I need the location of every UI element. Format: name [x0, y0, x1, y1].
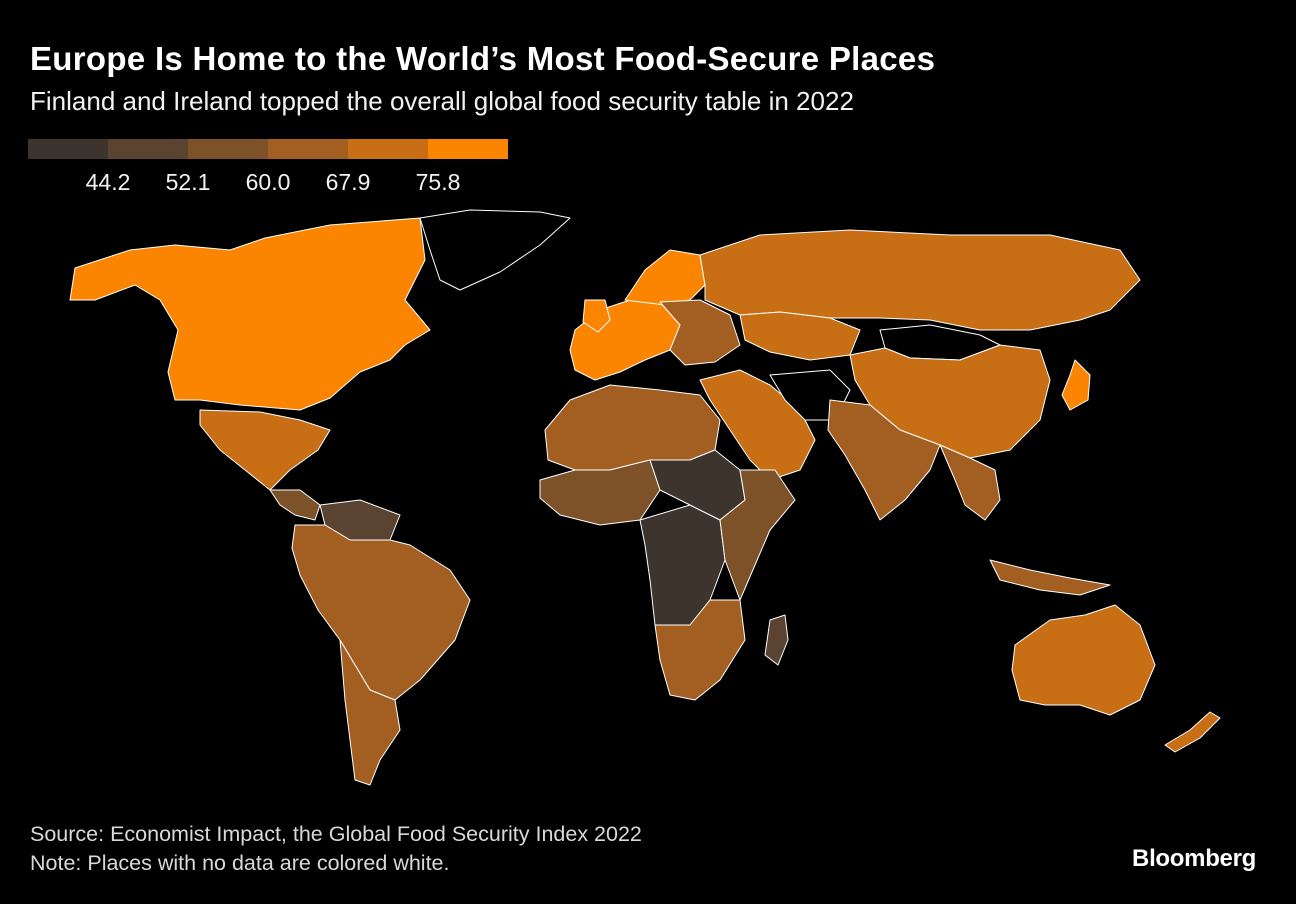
region-west-africa	[539, 459, 661, 526]
legend-color-bar	[28, 139, 508, 159]
legend-tick-3: 60.0	[245, 169, 291, 195]
region-central-america	[269, 489, 321, 521]
region-greenland	[419, 209, 571, 291]
region-new-zealand	[1164, 711, 1221, 753]
region-middle-east	[699, 369, 816, 481]
legend-swatch-3	[188, 139, 268, 159]
legend-tick-1: 44.2	[85, 169, 131, 195]
color-legend: 44.2 52.1 60.0 67.9 75.8	[28, 139, 508, 195]
region-mexico	[199, 409, 331, 491]
region-indonesia	[989, 559, 1111, 596]
legend-swatch-2	[108, 139, 188, 159]
bloomberg-logo: Bloomberg	[1132, 845, 1256, 872]
source-note: Source: Economist Impact, the Global Foo…	[30, 822, 642, 846]
region-south-asia	[827, 399, 941, 521]
legend-swatch-5	[348, 139, 428, 159]
region-south-america-south	[339, 639, 401, 786]
legend-swatch-1	[28, 139, 108, 159]
legend-tick-labels: 44.2 52.1 60.0 67.9 75.8	[28, 159, 508, 195]
legend-tick-5: 75.8	[415, 169, 461, 195]
region-madagascar	[764, 614, 789, 666]
region-southeast-asia	[939, 444, 1001, 521]
region-japan	[1061, 359, 1091, 411]
region-kazakhstan	[739, 311, 861, 361]
legend-tick-4: 67.9	[325, 169, 371, 195]
region-east-africa	[719, 469, 796, 601]
region-north-africa	[544, 384, 721, 471]
data-note: Note: Places with no data are colored wh…	[30, 851, 450, 875]
region-ireland-uk	[582, 299, 611, 333]
legend-swatch-6	[428, 139, 508, 159]
legend-tick-2: 52.1	[165, 169, 211, 195]
region-australia	[1011, 604, 1156, 716]
region-scandinavia	[624, 249, 706, 306]
chart-title: Europe Is Home to the World’s Most Food-…	[30, 40, 936, 77]
region-north-america	[69, 217, 431, 411]
region-south-america-north	[291, 524, 471, 701]
chart-subtitle: Finland and Ireland topped the overall g…	[30, 86, 854, 116]
world-choropleth-map	[69, 209, 1221, 786]
legend-swatch-4	[268, 139, 348, 159]
region-eastern-europe	[659, 299, 741, 366]
region-southern-africa	[654, 599, 746, 701]
